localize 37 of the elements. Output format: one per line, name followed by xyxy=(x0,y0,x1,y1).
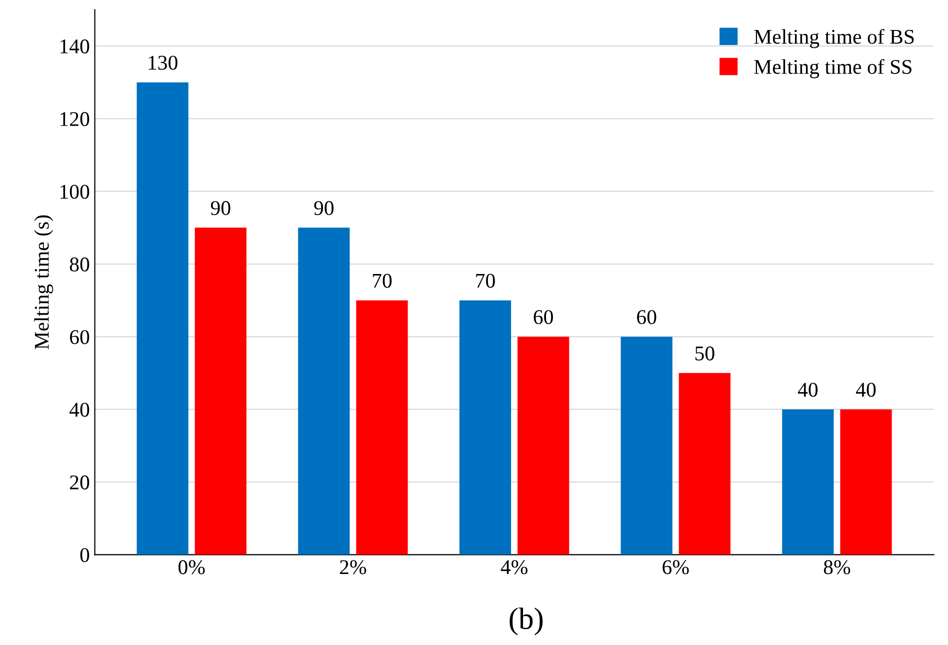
bar xyxy=(459,300,512,555)
y-tick-label: 120 xyxy=(60,112,90,126)
y-tick-label: 0 xyxy=(80,548,90,562)
legend-label: Melting time of SS xyxy=(754,59,912,78)
bar xyxy=(678,373,730,555)
bar xyxy=(518,336,570,555)
data-label: 50 xyxy=(695,346,714,360)
x-tick-label: 8% xyxy=(824,560,850,574)
data-label: 70 xyxy=(476,274,495,288)
y-tick-label: 40 xyxy=(70,402,90,417)
x-tick-label: 4% xyxy=(500,560,528,574)
bar xyxy=(840,409,892,555)
bar xyxy=(298,228,350,555)
y-axis-title: Melting time (s) xyxy=(34,215,54,350)
bar xyxy=(620,336,672,555)
legend-label: Melting time of BS xyxy=(754,28,914,48)
y-tick-label: 20 xyxy=(70,475,90,490)
data-label: 130 xyxy=(148,56,178,70)
bar xyxy=(782,409,834,555)
data-label: 90 xyxy=(314,201,334,216)
y-tick-label: 100 xyxy=(60,184,90,199)
data-label: 60 xyxy=(637,310,656,324)
text: (b) xyxy=(510,608,543,636)
data-label: 40 xyxy=(856,382,876,397)
data-label: 90 xyxy=(210,201,230,216)
x-tick-label: 2% xyxy=(340,560,366,574)
x-tick-label: 6% xyxy=(662,560,689,574)
y-tick-label: 140 xyxy=(60,39,90,54)
bar xyxy=(136,82,188,555)
y-tick-label: 80 xyxy=(70,257,90,272)
data-label: 40 xyxy=(798,382,818,397)
data-label: 60 xyxy=(534,310,553,324)
bar xyxy=(356,300,408,555)
bar xyxy=(194,228,246,555)
data-label: 70 xyxy=(372,274,392,288)
x-tick-label: 0% xyxy=(178,560,205,574)
y-tick-label: 60 xyxy=(70,330,90,344)
